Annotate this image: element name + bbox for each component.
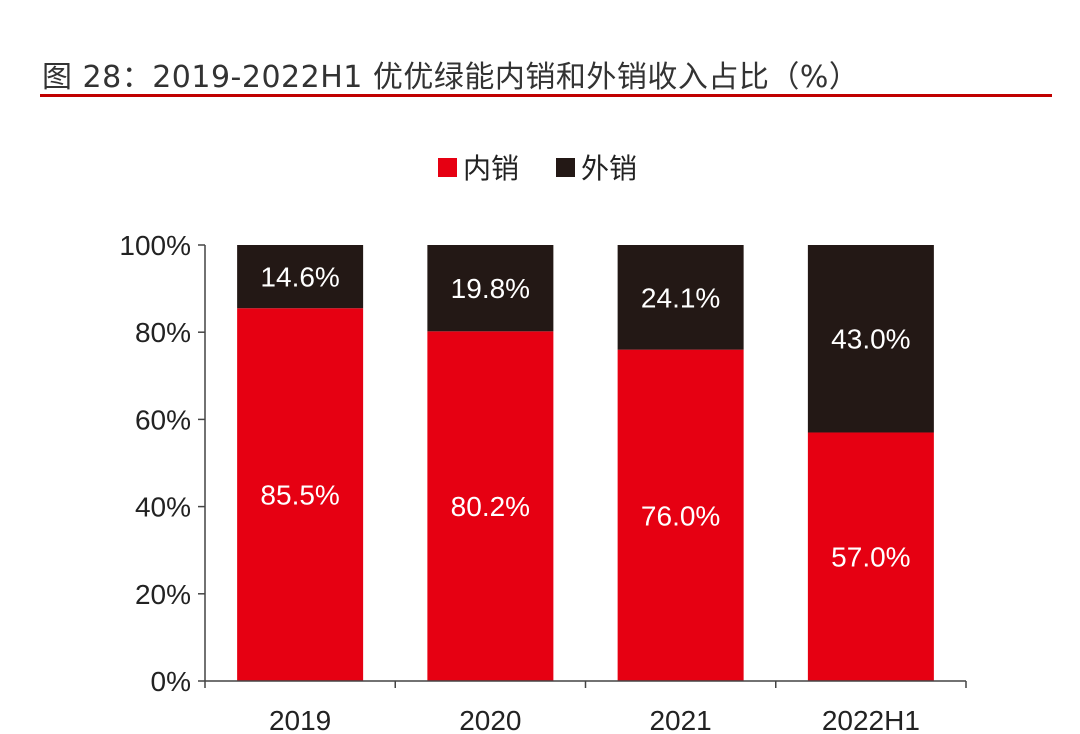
bar-domestic-2019 [237, 308, 364, 681]
bar-export-2019 [237, 245, 364, 309]
title-rule [40, 94, 1052, 97]
y-tick-label-0pct: 0% [151, 666, 191, 697]
x-tick-label-2021: 2021 [649, 705, 711, 734]
bar-export-2022H1 [807, 245, 934, 433]
bar-group [237, 245, 934, 681]
y-tick-label-100pct: 100% [119, 230, 191, 261]
y-tick-label-80pct: 80% [135, 317, 191, 348]
legend-label-domestic: 内销 [463, 152, 519, 185]
x-tick-label-2020: 2020 [459, 705, 521, 734]
legend-swatch-domestic [438, 158, 457, 177]
data-label-domestic-2019: 85.5% [260, 480, 339, 511]
data-label-export-2021: 24.1% [641, 282, 720, 313]
data-label-domestic-2022H1: 57.0% [831, 542, 910, 573]
bar-domestic-2021 [617, 349, 744, 681]
bar-export-2021 [617, 245, 744, 350]
y-tick-label-40pct: 40% [135, 492, 191, 523]
chart-legend: 内销 外销 [438, 152, 637, 185]
bar-export-2020 [427, 245, 554, 332]
data-label-export-2019: 14.6% [260, 262, 339, 293]
data-label-export-2022H1: 43.0% [831, 324, 910, 355]
y-tick-label-20pct: 20% [135, 579, 191, 610]
legend-swatch-export [556, 158, 575, 177]
data-label-export-2020: 19.8% [451, 273, 530, 304]
x-tick-label-2022H1: 2022H1 [822, 705, 920, 734]
legend-label-export: 外销 [581, 152, 637, 185]
data-label-domestic-2021: 76.0% [641, 500, 720, 531]
data-labels: 85.5% 14.6% 2019 80.2% 19.8% 2020 76.0% 24.1% 20… [260, 262, 920, 734]
bar-domestic-2022H1 [807, 432, 934, 681]
chart-axes: 0% 20% 40% 60% 80% 100% [119, 230, 967, 697]
figure-title: 图 28：2019-2022H1 优优绿能内销和外销收入占比（%） [42, 60, 860, 95]
x-tick-label-2019: 2019 [269, 705, 331, 734]
data-label-domestic-2020: 80.2% [451, 491, 530, 522]
y-tick-label-60pct: 60% [135, 404, 191, 435]
bar-domestic-2020 [427, 331, 554, 681]
